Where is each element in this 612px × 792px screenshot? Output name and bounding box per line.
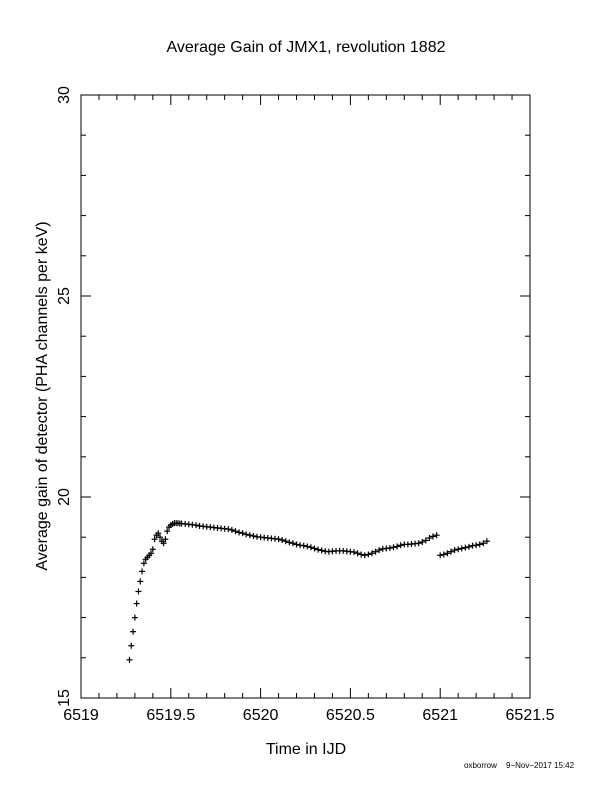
data-point	[126, 656, 133, 663]
x-axis-label: Time in IJD	[266, 741, 346, 758]
data-point	[447, 548, 454, 555]
data-point	[386, 545, 393, 552]
data-point	[397, 542, 404, 549]
data-point	[300, 542, 307, 549]
data-point	[458, 545, 465, 552]
data-point	[151, 536, 158, 543]
data-point	[422, 537, 429, 544]
data-point	[354, 550, 361, 557]
data-point	[250, 532, 257, 539]
data-point	[148, 550, 155, 557]
data-point	[394, 543, 401, 550]
data-point	[228, 526, 235, 533]
data-point	[289, 540, 296, 547]
data-point	[137, 578, 144, 585]
data-point	[376, 547, 383, 554]
data-point	[483, 538, 490, 545]
data-point	[368, 550, 375, 557]
data-point	[164, 528, 171, 535]
x-tick-label: 6520	[243, 707, 279, 724]
data-point	[465, 543, 472, 550]
data-points	[126, 520, 490, 663]
footer-author: oxborrow	[464, 761, 497, 770]
data-point	[365, 551, 372, 558]
data-point	[430, 533, 437, 540]
data-point	[155, 530, 162, 537]
data-point	[415, 540, 422, 547]
x-tick-label: 6521	[422, 707, 458, 724]
y-tick-label: 20	[56, 488, 73, 506]
data-point	[304, 543, 311, 550]
data-point	[433, 532, 440, 539]
data-point	[160, 540, 167, 547]
axis-ticks	[80, 94, 531, 699]
data-point	[239, 530, 246, 537]
data-point	[133, 600, 140, 607]
y-tick-label: 15	[56, 689, 73, 707]
data-point	[476, 541, 483, 548]
data-point	[139, 568, 146, 575]
footer-date: 9−Nov−2017 15:42	[506, 761, 575, 770]
x-tick-label: 6521.5	[506, 707, 555, 724]
data-point	[462, 544, 469, 551]
x-tick-labels: 6519 6519.5 6520 6520.5 6521 6521.5	[63, 707, 554, 724]
data-point	[372, 548, 379, 555]
data-point	[451, 547, 458, 554]
data-point	[390, 544, 397, 551]
data-point	[246, 532, 253, 539]
data-point	[286, 539, 293, 546]
y-tick-labels: 15 20 25 30	[56, 86, 73, 707]
data-point	[293, 541, 300, 548]
data-point	[455, 546, 462, 553]
data-point	[437, 552, 444, 559]
data-point	[140, 560, 147, 567]
data-point	[279, 537, 286, 544]
data-point	[426, 535, 433, 542]
data-point	[444, 550, 451, 557]
y-tick-label: 30	[56, 86, 73, 104]
data-point	[318, 547, 325, 554]
data-point	[315, 546, 322, 553]
data-point	[358, 551, 365, 558]
plot-frame	[80, 94, 531, 699]
chart-title: Average Gain of JMX1, revolution 1882	[167, 39, 446, 56]
data-point	[157, 534, 164, 541]
data-point	[275, 536, 282, 543]
data-point	[128, 642, 135, 649]
y-axis-label: Average gain of detector (PHA channels p…	[34, 221, 51, 570]
data-point	[361, 552, 368, 559]
data-point	[236, 529, 243, 536]
data-point	[282, 538, 289, 545]
data-point	[130, 628, 137, 635]
data-point	[225, 526, 232, 533]
data-point	[480, 540, 487, 547]
data-point	[307, 544, 314, 551]
data-point	[473, 542, 480, 549]
data-point	[419, 539, 426, 546]
x-tick-label: 6519.5	[146, 707, 195, 724]
data-point	[311, 545, 318, 552]
data-point	[232, 528, 239, 535]
data-point	[135, 588, 142, 595]
data-point	[350, 549, 357, 556]
data-point	[131, 614, 138, 621]
y-tick-label: 25	[56, 287, 73, 305]
x-tick-label: 6519	[63, 707, 99, 724]
x-tick-label: 6520.5	[326, 707, 375, 724]
data-point	[440, 551, 447, 558]
data-point	[162, 536, 169, 543]
data-point	[243, 531, 250, 538]
data-point	[192, 522, 199, 529]
data-point	[149, 546, 156, 553]
